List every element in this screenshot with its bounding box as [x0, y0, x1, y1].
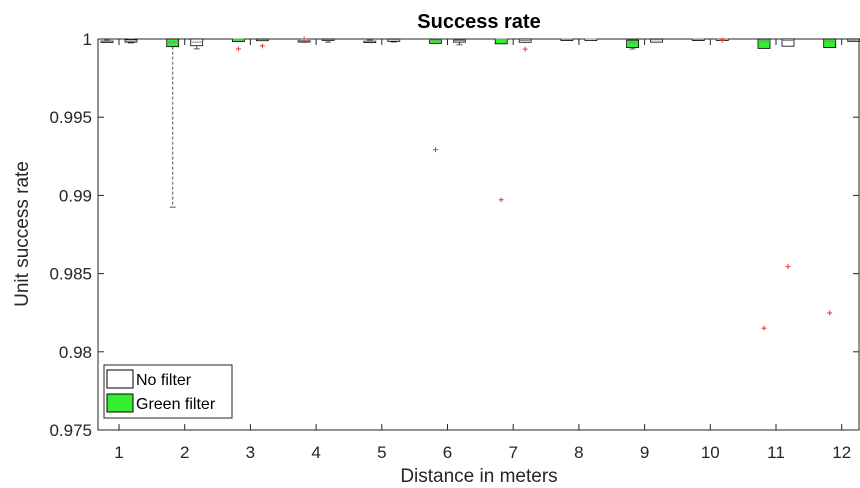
legend-swatch-no-filter [106, 369, 134, 389]
y-tick-label: 0.99 [59, 186, 92, 205]
y-tick-label: 0.995 [49, 108, 92, 127]
x-tick-label: 10 [701, 443, 720, 462]
x-tick-label: 3 [246, 443, 255, 462]
x-tick-label: 11 [767, 443, 785, 462]
box-green-filter [494, 38, 508, 45]
x-tick-label: 4 [311, 443, 320, 462]
box-green-filter [757, 38, 771, 49]
y-axis: 0.975 0.98 0.985 0.99 0.995 1 [49, 30, 859, 440]
plot-area-frame [97, 38, 860, 431]
x-axis: 1 2 3 4 5 6 7 8 9 10 11 12 [114, 39, 851, 462]
y-tick-label: 0.985 [49, 265, 92, 284]
x-tick-label: 1 [114, 443, 123, 462]
x-tick-label: 8 [574, 443, 583, 462]
box-no-filter [650, 38, 663, 43]
legend-label-no-filter: No filter [136, 372, 192, 389]
y-tick-label: 1 [83, 30, 92, 49]
x-tick-label: 2 [180, 443, 189, 462]
x-tick-label: 9 [640, 443, 649, 462]
box-green-filter [626, 39, 639, 49]
x-tick-label: 6 [443, 443, 452, 462]
legend-swatch-green-filter [106, 393, 134, 413]
box-green-filter [823, 38, 837, 49]
box-series [100, 36, 860, 331]
legend: No filter Green filter [103, 364, 233, 419]
y-axis-label: Unit success rate [12, 161, 33, 307]
legend-label-green-filter: Green filter [136, 396, 216, 413]
y-tick-label: 0.975 [49, 421, 92, 440]
y-tick-label: 0.98 [59, 343, 92, 362]
chart-title: Success rate [417, 11, 540, 33]
box-green-filter [166, 38, 180, 48]
x-tick-label: 5 [377, 443, 386, 462]
x-tick-label: 12 [832, 443, 851, 462]
box-no-filter [781, 38, 795, 47]
x-tick-label: 7 [508, 443, 517, 462]
x-axis-label: Distance in meters [400, 466, 557, 487]
